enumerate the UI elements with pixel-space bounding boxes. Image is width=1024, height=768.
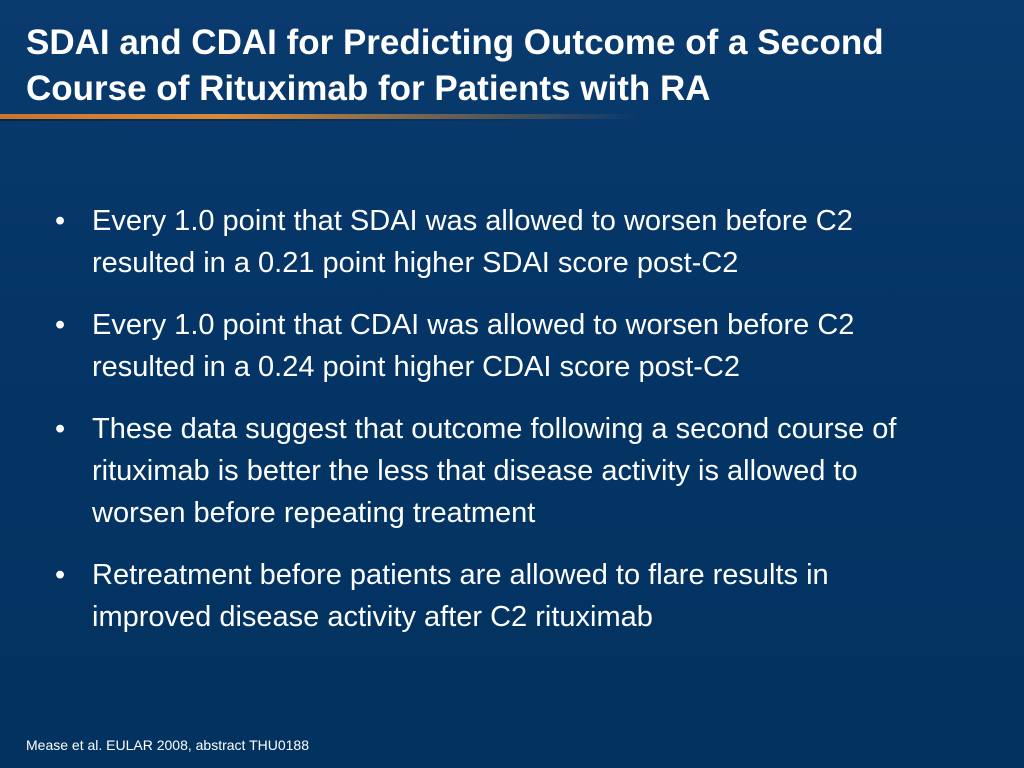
slide-title: SDAI and CDAI for Predicting Outcome of … (26, 23, 884, 108)
title-accent-rule (0, 114, 640, 119)
bullet-item-2: • Every 1.0 point that CDAI was allowed … (55, 304, 955, 388)
bullet-text-3: These data suggest that outcome followin… (92, 413, 897, 529)
title-rule-shadow (0, 119, 640, 121)
bullet-text-1: Every 1.0 point that SDAI was allowed to… (92, 205, 853, 279)
bullet-item-1: • Every 1.0 point that SDAI was allowed … (55, 200, 955, 284)
bullet-dot-icon: • (55, 413, 66, 445)
citation-footnote: Mease et al. EULAR 2008, abstract THU018… (26, 737, 310, 753)
bullet-text-2: Every 1.0 point that CDAI was allowed to… (92, 309, 855, 383)
bullet-list: • Every 1.0 point that SDAI was allowed … (55, 200, 955, 658)
bullet-item-4: • Retreatment before patients are allowe… (55, 554, 955, 638)
bullet-dot-icon: • (55, 559, 66, 591)
bullet-item-3: • These data suggest that outcome follow… (55, 408, 955, 534)
bullet-dot-icon: • (55, 205, 66, 237)
bullet-dot-icon: • (55, 309, 66, 341)
bullet-text-4: Retreatment before patients are allowed … (92, 559, 829, 633)
